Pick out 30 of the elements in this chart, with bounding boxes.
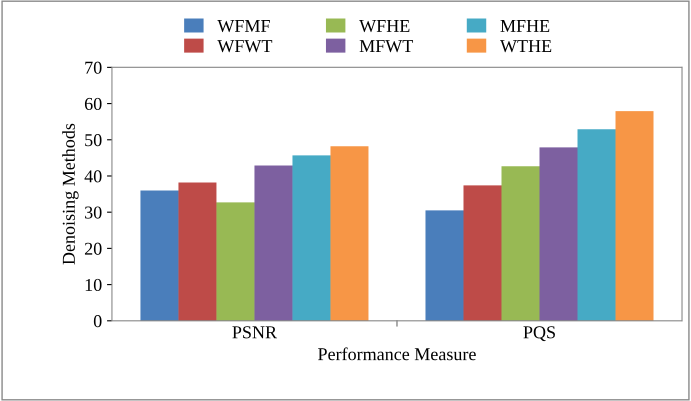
y-tick-label: 40: [84, 170, 102, 182]
bar: [254, 165, 292, 321]
legend-label: WFMF: [217, 20, 270, 32]
y-axis-title: Denoising Methods: [62, 124, 79, 265]
x-tick-label: PSNR: [232, 326, 278, 338]
bar: [330, 146, 368, 321]
legend-label: WTHE: [500, 40, 552, 52]
bar: [578, 129, 616, 321]
bar: [616, 111, 654, 321]
y-tick-label: 10: [86, 278, 102, 292]
bar: [425, 210, 464, 321]
bar: [501, 166, 540, 321]
x-tick-label: PQS: [523, 326, 555, 342]
y-tick-label: 50: [85, 134, 102, 146]
legend-label: MFHE: [500, 20, 550, 32]
bar: [216, 202, 254, 321]
legend-label: MFWT: [360, 40, 414, 52]
y-tick-label: 20: [84, 242, 102, 255]
bar: [463, 185, 502, 321]
x-axis-title: Performance Measure: [318, 347, 476, 360]
y-tick-label: 0: [94, 315, 102, 328]
y-tick-label: 70: [85, 62, 102, 74]
bar: [292, 155, 330, 321]
bar: [140, 190, 178, 321]
bar: [178, 182, 216, 321]
legend-label: WFHE: [359, 20, 410, 32]
y-tick-label: 30: [85, 206, 102, 219]
legend-label: WFWT: [217, 40, 272, 52]
bar: [540, 147, 578, 321]
y-tick-label: 60: [84, 98, 102, 110]
